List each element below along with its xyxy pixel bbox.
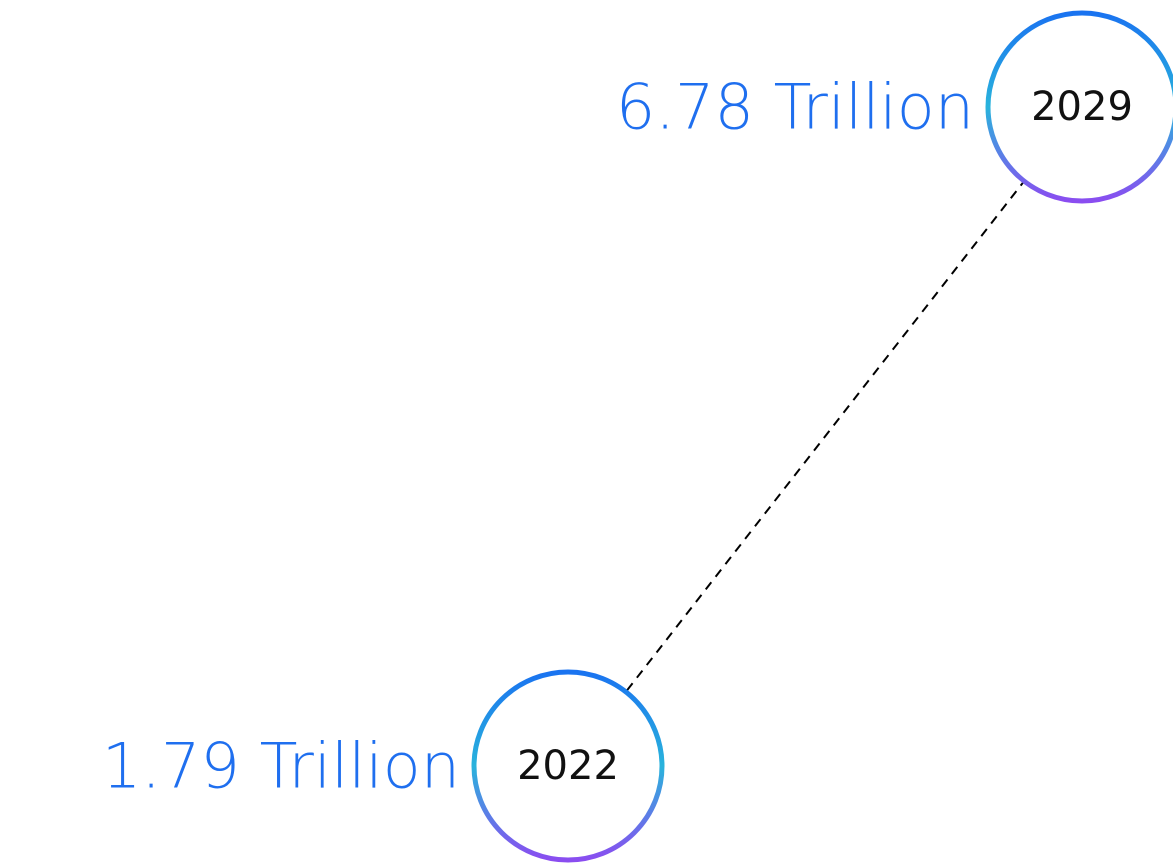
year-label: 2029	[1031, 84, 1133, 130]
data-point-2022: 2022 1.79 Trillion	[102, 669, 665, 863]
value-label: 1.79 Trillion	[102, 730, 460, 803]
year-circle	[985, 10, 1173, 204]
data-point-2029: 2029 6.78 Trillion	[616, 10, 1173, 204]
dashed-connector-line	[626, 182, 1024, 691]
value-label: 6.78 Trillion	[616, 71, 974, 144]
year-label: 2022	[517, 743, 619, 789]
year-circle	[471, 669, 665, 863]
